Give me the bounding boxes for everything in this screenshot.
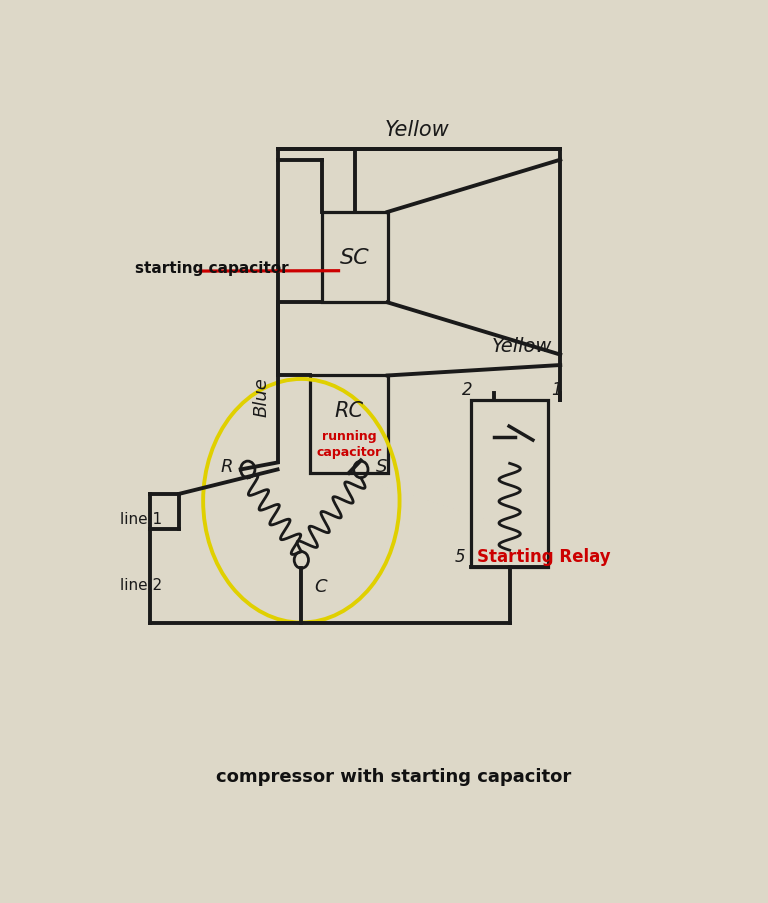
Bar [471, 400, 548, 567]
Text: line 1: line 1 [120, 511, 162, 526]
Text: Starting Relay: Starting Relay [477, 548, 611, 566]
Text: R: R [220, 458, 233, 476]
Text: compressor with starting capacitor: compressor with starting capacitor [216, 767, 571, 785]
Text: Blue: Blue [253, 377, 270, 417]
Text: 1: 1 [551, 381, 562, 399]
Text: S: S [376, 458, 387, 476]
Text: running
capacitor: running capacitor [316, 430, 382, 459]
Text: 5: 5 [455, 548, 465, 566]
Text: starting capacitor: starting capacitor [134, 261, 288, 275]
Text: 2: 2 [462, 381, 472, 399]
Text: SC: SC [340, 247, 369, 268]
Text: RC: RC [334, 400, 363, 420]
Bar [323, 212, 388, 303]
Text: Yellow: Yellow [385, 120, 450, 140]
Text: Yellow: Yellow [492, 336, 551, 355]
Text: C: C [314, 578, 327, 596]
Bar [310, 376, 388, 473]
Text: line 2: line 2 [120, 577, 162, 592]
